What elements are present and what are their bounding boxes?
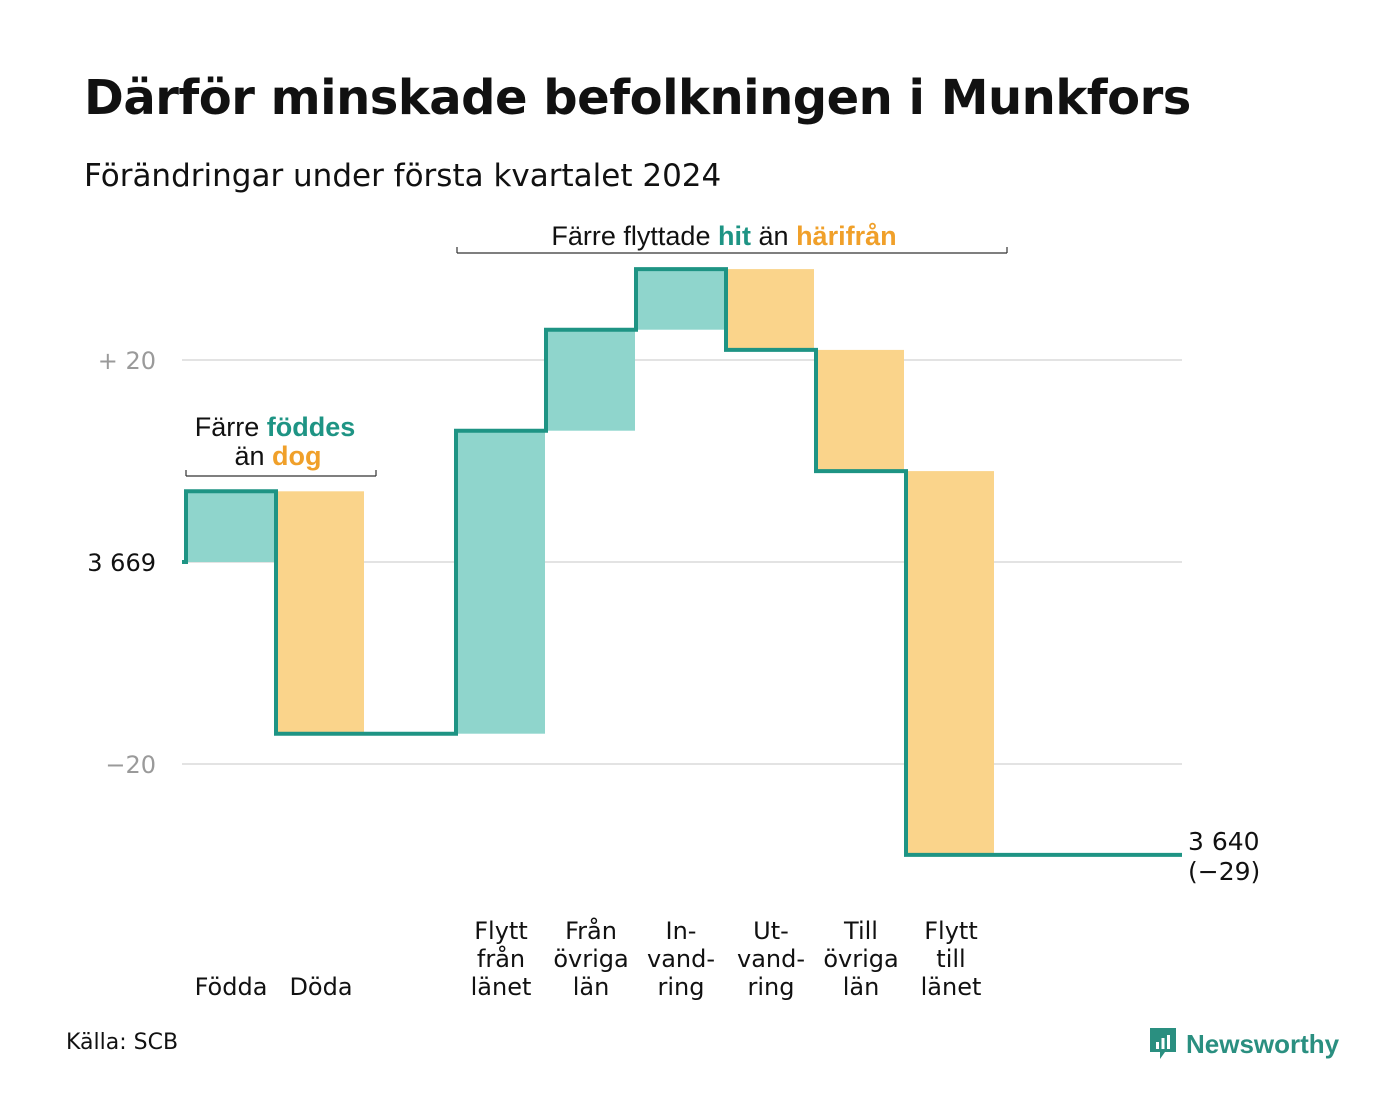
- bar-1: [277, 491, 364, 734]
- category-label-4-2: län: [573, 973, 610, 1001]
- end-label-line-0: 3 640: [1188, 827, 1260, 856]
- category-label-6-2: ring: [748, 973, 795, 1001]
- bars: [188, 269, 994, 855]
- category-label-5-1: vand-: [647, 945, 715, 973]
- moves-annotation: Färre flyttade hit än härifrån: [456, 221, 1008, 254]
- source-note: Källa: SCB: [66, 1030, 179, 1055]
- newsworthy-logo: Newsworthy: [1148, 1024, 1339, 1064]
- category-label-5-0: In-: [666, 917, 697, 945]
- step-line-path: [182, 267, 1182, 857]
- category-label-7-1: övriga: [823, 945, 898, 973]
- bar-8: [907, 471, 994, 855]
- end-label-line-1: (−29): [1188, 857, 1260, 886]
- chart-title: Därför minskade befolkningen i Munkfors: [84, 70, 1191, 126]
- bar-0: [188, 491, 275, 562]
- category-label-4-1: övriga: [553, 945, 628, 973]
- category-label-3-2: länet: [471, 973, 532, 1001]
- category-label-0-2: Födda: [195, 973, 268, 1001]
- bar-7: [817, 349, 904, 472]
- category-label-1-2: Döda: [289, 973, 352, 1001]
- moves-ann-away: härifrån: [796, 221, 897, 251]
- category-label-6-0: Ut-: [753, 917, 789, 945]
- births-ann-hit: föddes: [267, 412, 356, 442]
- category-label-3-1: från: [477, 944, 525, 973]
- category-label-7-0: Till: [843, 917, 878, 945]
- category-label-8-1: till: [936, 945, 965, 973]
- category-label-3-0: Flytt: [474, 917, 528, 945]
- moves-ann-hit: hit: [718, 221, 751, 251]
- newsworthy-logo-icon: [1150, 1028, 1176, 1059]
- moves-ann-text1: Färre flyttade: [551, 221, 710, 251]
- y-tick-label-0: + 20: [98, 347, 156, 375]
- category-labels: Födda DödaFlyttfrånlänetFrånövrigalänIn-v…: [195, 916, 982, 1001]
- end-value-label: 3 640(−29): [1188, 827, 1260, 886]
- births-ann-text2: än: [234, 441, 264, 471]
- births-annotation: Färre föddes än dog: [185, 412, 377, 477]
- newsworthy-logo-text: Newsworthy: [1186, 1028, 1340, 1059]
- bar-4: [548, 329, 635, 431]
- category-label-6-1: vand-: [737, 945, 805, 973]
- y-tick-label-1: 3 669: [87, 549, 156, 577]
- category-label-5-2: ring: [658, 973, 705, 1001]
- chart-subtitle: Förändringar under första kvartalet 2024: [84, 158, 722, 194]
- bar-3: [458, 430, 545, 734]
- births-annotation-line1: Färre föddes: [195, 412, 356, 442]
- y-tick-label-2: −20: [105, 751, 156, 779]
- births-ann-away: dog: [272, 441, 321, 471]
- y-tick-labels: + 20 3 669 −20: [87, 347, 156, 779]
- bar-6: [727, 269, 814, 350]
- category-label-8-2: länet: [921, 973, 982, 1001]
- bar-5: [638, 269, 725, 330]
- moves-annotation-text: Färre flyttade hit än härifrån: [551, 221, 896, 251]
- births-annotation-line2: än dog: [234, 441, 321, 471]
- step-line: [182, 267, 1182, 857]
- births-ann-text1: Färre: [195, 412, 260, 442]
- moves-ann-text2: än: [759, 221, 789, 251]
- category-label-8-0: Flytt: [924, 917, 978, 945]
- category-label-4-0: Från: [565, 916, 617, 945]
- category-label-7-2: län: [843, 973, 880, 1001]
